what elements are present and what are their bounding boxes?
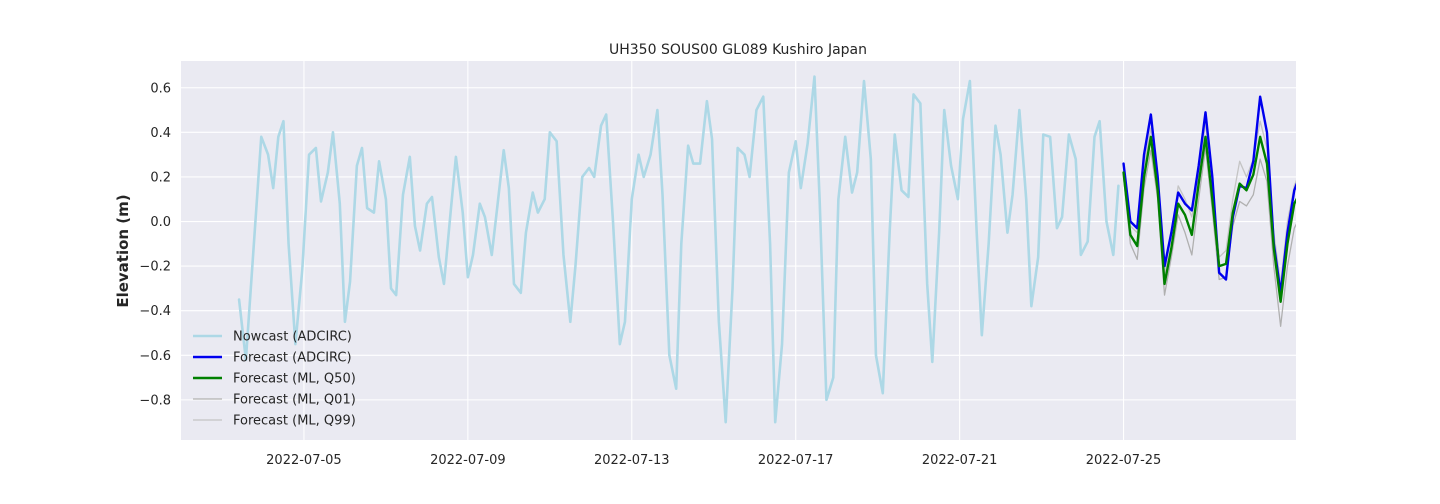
plot-area bbox=[181, 61, 1296, 440]
legend-label-forecast-ml-q01: Forecast (ML, Q01) bbox=[233, 393, 356, 408]
series-line-nowcast-adcirc bbox=[237, 75, 1120, 424]
series-line-forecast-ml-q01 bbox=[1122, 147, 1296, 327]
y-tick-label: 0.0 bbox=[150, 215, 171, 230]
legend-label-nowcast-adcirc: Nowcast (ADCIRC) bbox=[233, 330, 352, 345]
y-axis-ticks: −0.8 −0.6 −0.4 −0.2 0.0 0.2 0.4 0.6 bbox=[139, 81, 171, 408]
legend: Nowcast (ADCIRC) Forecast (ADCIRC) Forecas… bbox=[193, 330, 356, 429]
x-tick-label: 2022-07-21 bbox=[922, 453, 998, 468]
legend-label-forecast-ml-q50: Forecast (ML, Q50) bbox=[233, 372, 356, 387]
chart-title: UH350 SOUS00 GL089 Kushiro Japan bbox=[609, 42, 867, 58]
series-line-forecast-adcirc bbox=[1122, 95, 1296, 295]
x-tick-label: 2022-07-25 bbox=[1086, 453, 1162, 468]
x-tick-label: 2022-07-17 bbox=[758, 453, 834, 468]
plot-background bbox=[181, 61, 1296, 440]
legend-label-forecast-adcirc: Forecast (ADCIRC) bbox=[233, 351, 352, 366]
series-line-forecast-ml-q99 bbox=[1122, 120, 1296, 285]
y-tick-label: 0.2 bbox=[150, 170, 171, 185]
y-axis-label: Elevation (m) bbox=[114, 194, 132, 307]
y-tick-label: −0.2 bbox=[139, 260, 171, 275]
y-tick-label: −0.6 bbox=[139, 349, 171, 364]
x-tick-label: 2022-07-09 bbox=[430, 453, 506, 468]
legend-label-forecast-ml-q99: Forecast (ML, Q99) bbox=[233, 414, 356, 429]
grid-lines bbox=[181, 61, 1296, 440]
y-tick-label: 0.6 bbox=[150, 81, 171, 96]
x-tick-label: 2022-07-05 bbox=[266, 453, 342, 468]
y-tick-label: −0.8 bbox=[139, 393, 171, 408]
x-tick-label: 2022-07-13 bbox=[594, 453, 670, 468]
series-line-forecast-ml-q50 bbox=[1122, 135, 1296, 303]
y-tick-label: −0.4 bbox=[139, 304, 171, 319]
series-lines bbox=[237, 75, 1296, 424]
x-axis-ticks: 2022-07-05 2022-07-09 2022-07-13 2022-07-17… bbox=[266, 453, 1161, 468]
y-tick-label: 0.4 bbox=[150, 126, 171, 141]
